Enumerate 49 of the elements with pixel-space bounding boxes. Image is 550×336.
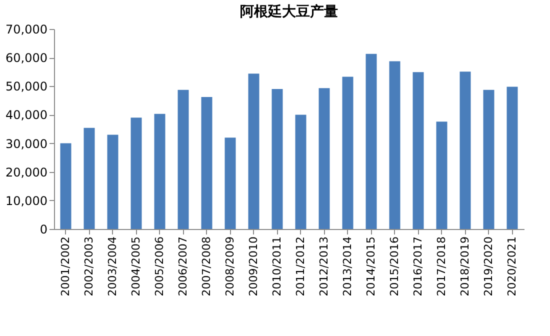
y-tick-label: 0 [40,222,48,236]
bar [318,88,330,229]
bar [483,90,494,229]
bar [201,97,212,229]
bar [366,54,377,229]
bar [460,72,471,229]
bar [342,76,354,229]
bar [178,90,189,229]
bar [272,89,283,229]
x-tick-label: 2009/2010 [246,236,260,296]
x-tick-label: 2002/2003 [82,236,96,296]
x-tick-label: 2018/2019 [458,236,472,296]
bar [295,114,306,229]
x-tick-label: 2019/2020 [482,236,495,296]
bar [506,86,518,229]
bar [60,143,72,229]
bar [248,74,260,229]
bar [389,61,400,229]
x-tick-label: 2006/2007 [176,236,190,296]
x-tick-label: 2008/2009 [223,236,236,296]
y-tick-label: 50,000 [6,80,48,94]
bar [436,122,448,229]
y-tick-label: 30,000 [6,136,48,151]
x-tick-label: 2017/2018 [434,236,448,296]
bar [224,138,236,229]
bar [154,114,166,229]
x-tick-label: 2020/2021 [505,236,518,296]
bar [130,118,142,229]
y-tick-label: 10,000 [6,194,48,208]
x-tick-label: 2010/2011 [270,236,284,296]
bar [84,128,95,229]
bar [107,134,118,229]
x-tick-label: 2001/2002 [58,236,72,296]
y-tick-label: 40,000 [6,108,48,122]
y-tick-label: 60,000 [6,51,48,66]
x-tick-label: 2011/2012 [294,236,307,296]
bar [412,72,424,229]
x-tick-label: 2015/2016 [388,236,401,296]
y-tick-label: 20,000 [6,165,48,180]
x-tick-label: 2004/2005 [129,236,142,296]
x-tick-label: 2016/2017 [411,236,424,296]
chart-title: 阿根廷大豆产量 [240,3,338,20]
x-tick-label: 2007/2008 [200,236,213,296]
x-tick-label: 2013/2014 [340,236,354,296]
y-tick-label: 70,000 [6,22,48,36]
x-tick-label: 2005/2006 [152,236,166,296]
x-tick-label: 2014/2015 [364,236,378,296]
x-tick-label: 2003/2004 [106,236,119,296]
x-tick-label: 2012/2013 [317,236,330,296]
